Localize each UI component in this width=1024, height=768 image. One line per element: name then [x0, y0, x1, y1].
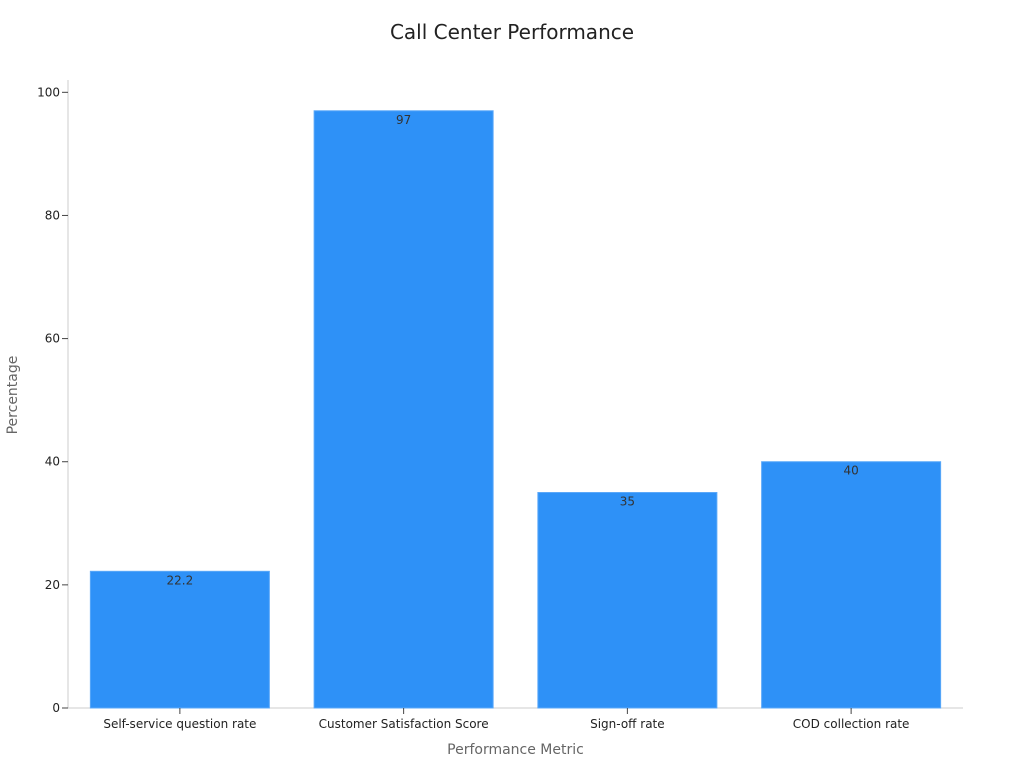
- y-tick-label: 20: [45, 578, 60, 592]
- chart-title: Call Center Performance: [389, 20, 635, 44]
- y-tick-label: 100: [37, 85, 60, 99]
- bar: [313, 110, 494, 709]
- y-tick-label: 40: [45, 455, 60, 469]
- bar-value-label: 97: [396, 113, 411, 127]
- x-tick-label: Customer Satisfaction Score: [319, 717, 489, 731]
- bar-value-label: 40: [843, 464, 858, 478]
- x-axis-label: Performance Metric: [447, 742, 584, 758]
- bar-value-label: 35: [620, 495, 635, 509]
- bar: [537, 492, 718, 709]
- bar: [761, 461, 942, 709]
- bar-value-label: 22.2: [167, 573, 194, 587]
- x-tick-label: COD collection rate: [793, 717, 910, 731]
- x-tick-label: Self-service question rate: [103, 717, 256, 731]
- x-tick-label: Sign-off rate: [590, 717, 665, 731]
- y-tick-label: 60: [45, 332, 60, 346]
- bar: [89, 570, 270, 709]
- y-tick-label: 80: [45, 208, 60, 222]
- y-tick-label: 0: [52, 701, 60, 715]
